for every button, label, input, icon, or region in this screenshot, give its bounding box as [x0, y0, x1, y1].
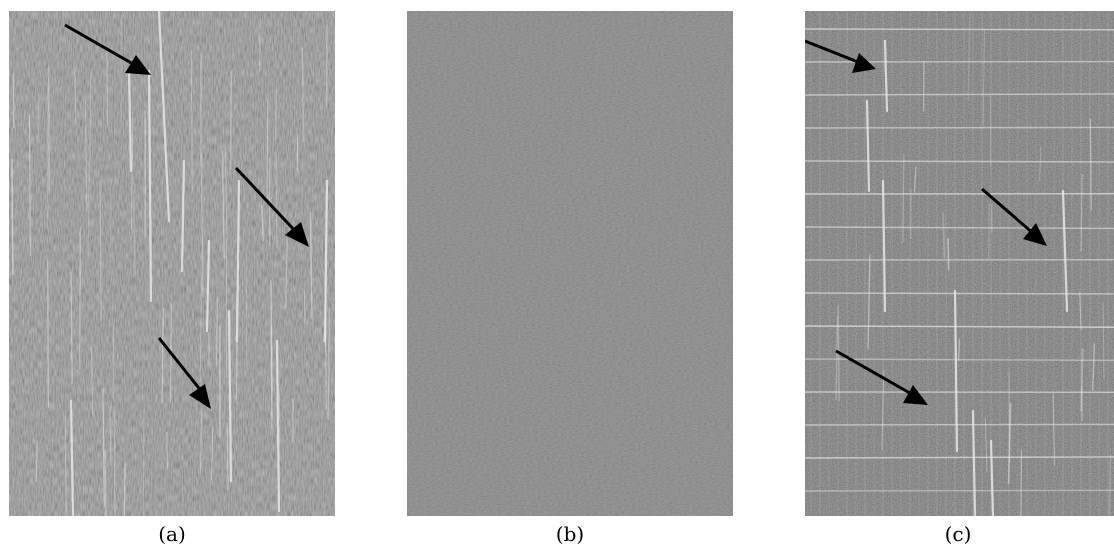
streak-c-minor — [1009, 372, 1010, 463]
grid-c-horizontal — [805, 293, 1114, 294]
streak-c-minor — [948, 239, 949, 270]
streak-c-minor — [959, 340, 960, 361]
streak-a-minor — [227, 423, 228, 490]
streak-a-minor — [271, 281, 272, 428]
streak-a-minor — [48, 261, 49, 407]
panel-c-image — [805, 11, 1114, 516]
streak-a-minor — [167, 432, 168, 468]
streak-a-minor — [326, 321, 327, 408]
streak-a-minor — [124, 463, 125, 516]
grid-c-horizontal — [805, 127, 1114, 128]
streak-a-minor — [231, 71, 232, 169]
panel-b — [407, 11, 733, 516]
streak-a-minor — [114, 406, 115, 516]
panel-a-image — [9, 11, 335, 516]
panel-a — [9, 11, 335, 516]
caption-c: (c) — [918, 522, 998, 546]
panel-a-texture — [9, 11, 335, 516]
grid-c-horizontal — [805, 424, 1114, 425]
streak-a-minor — [13, 73, 14, 127]
panel-b-texture — [407, 11, 733, 516]
panel-c-texture — [805, 11, 1114, 516]
streak-a-minor — [38, 95, 39, 138]
streak-a-minor — [36, 441, 37, 481]
streak-a-minor — [49, 68, 50, 190]
streak-a-minor — [246, 253, 247, 366]
caption-b: (b) — [530, 522, 610, 546]
caption-a: (a) — [132, 522, 212, 546]
panel-b-image — [407, 11, 733, 516]
grid-c-horizontal — [805, 490, 1114, 491]
grid-c-horizontal — [805, 29, 1114, 30]
streak-a-minor — [12, 159, 13, 274]
streak-a-minor — [276, 90, 277, 139]
grid-c-horizontal — [805, 161, 1114, 162]
panel-c — [805, 11, 1114, 516]
